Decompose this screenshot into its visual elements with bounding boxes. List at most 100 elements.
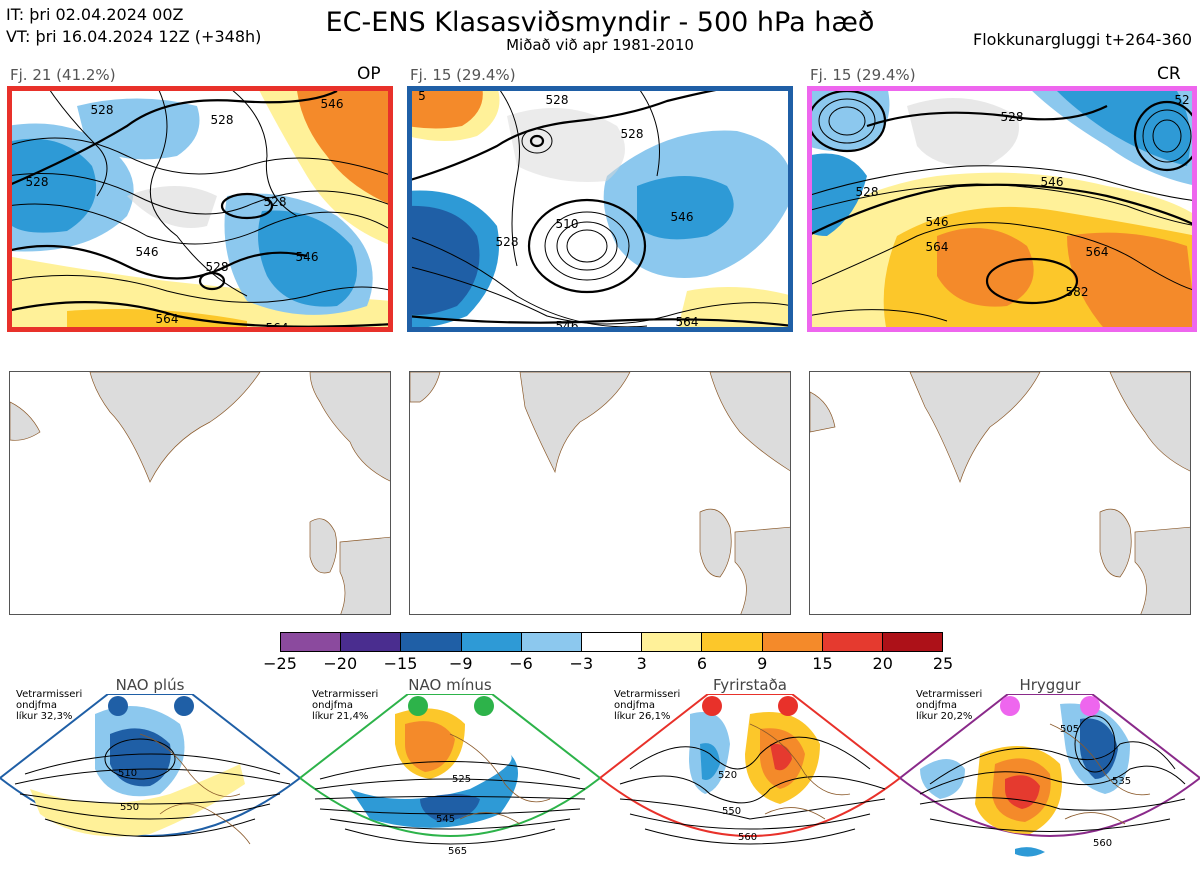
regime-title: Fyrirstaða — [713, 676, 787, 694]
regime-contour-label: 510 — [118, 768, 137, 779]
colorbar-tick: −3 — [569, 654, 594, 673]
colorbar-tick: 20 — [872, 654, 893, 673]
cluster-1-tag: OP — [357, 64, 381, 84]
regime-dot — [474, 696, 494, 716]
cluster-3-contour-label: 546 — [1041, 175, 1064, 189]
cluster-1-contour-label: 528 — [206, 260, 229, 274]
cluster-2-label: Fj. 15 (29.4%) — [410, 66, 516, 84]
colorbar-tick: 3 — [636, 654, 647, 673]
cluster-3-tag: CR — [1157, 64, 1181, 84]
cluster-1-contour-label: 546 — [296, 250, 319, 264]
empty-map-3 — [809, 371, 1191, 615]
cluster-3-contour-label: 546 — [926, 215, 949, 229]
regime-note: Vetrarmisseri ondjfma líkur 32,3% — [16, 689, 83, 722]
cluster-2-contour-label: 5 — [418, 89, 426, 103]
cluster-2-contour-label: 528 — [546, 93, 569, 107]
colorbar-swatch — [702, 633, 763, 651]
colorbar-swatch — [642, 633, 703, 651]
colorbar-tick: −6 — [509, 654, 533, 673]
regime-contour-label: 545 — [436, 814, 455, 825]
anomaly-colorbar — [280, 632, 943, 652]
cluster-3-contour-label: 564 — [1086, 245, 1109, 259]
colorbar-tick: −15 — [383, 654, 418, 673]
cluster-3-map: 528 546 546 564 582 564 528 52 — [807, 86, 1197, 332]
colorbar-swatch — [882, 633, 943, 651]
regime-dot — [1080, 696, 1100, 716]
colorbar-swatch — [461, 633, 522, 651]
colorbar-tick: 15 — [812, 654, 833, 673]
colorbar-ticks: −25 −20 −15 −9 −6 −3 3 6 9 15 20 25 — [263, 654, 953, 674]
cluster-1-contour-label: 546 — [136, 245, 159, 259]
colorbar-swatch — [581, 633, 643, 651]
colorbar-swatch — [281, 633, 342, 651]
regime-nao-minus: NAO mínus Vetrarmisseri ondjfma líkur 21… — [300, 676, 600, 871]
cluster-1-contour-label: 528 — [264, 195, 287, 209]
regime-dot — [1000, 696, 1020, 716]
colorbar-tick: −25 — [263, 654, 297, 673]
regime-title: NAO mínus — [408, 676, 492, 694]
cluster-2-contour-label: 528 — [496, 235, 519, 249]
cluster-1-contour-label: 528 — [211, 113, 234, 127]
colorbar-swatch — [341, 633, 402, 651]
initial-time: IT: þri 02.04.2024 00Z — [6, 5, 184, 24]
run-info: IT: þri 02.04.2024 00Z VT: þri 16.04.202… — [6, 4, 261, 48]
cluster-1-contour-label: 528 — [26, 175, 49, 189]
regime-contour-label: 520 — [718, 770, 737, 781]
cluster-3-contour-label: 528 — [1001, 110, 1024, 124]
regime-nao-plus: NAO plús Vetrarmisseri ondjfma líkur 32,… — [0, 676, 300, 871]
colorbar-tick: 25 — [932, 654, 954, 673]
cluster-1-contour-label: 528 — [91, 103, 114, 117]
regime-dot — [108, 696, 128, 716]
regime-title: NAO plús — [115, 676, 185, 694]
cluster-2-contour-label: 564 — [676, 315, 699, 329]
regime-contour-label: 525 — [452, 774, 471, 785]
empty-map-2 — [409, 371, 791, 615]
regime-dot — [702, 696, 722, 716]
colorbar-swatch — [762, 633, 823, 651]
regime-contour-label: 560 — [1093, 838, 1112, 849]
regime-contour-label: 560 — [738, 832, 757, 843]
cluster-2-contour-label: 546 — [671, 210, 694, 224]
colorbar-swatch — [822, 633, 883, 651]
valid-time: VT: þri 16.04.2024 12Z (+348h) — [6, 27, 262, 46]
cluster-3-contour-label: 528 — [856, 185, 879, 199]
regime-contour-label: 550 — [120, 802, 139, 813]
classification-window: Flokkunargluggi t+264-360 — [973, 30, 1192, 49]
colorbar-tick: 9 — [757, 654, 768, 673]
cluster-2-frame — [407, 86, 793, 332]
colorbar-swatch — [401, 633, 462, 651]
page-title: EC-ENS Klasasviðsmyndir - 500 hPa hæð — [325, 7, 875, 38]
cluster-3-frame — [807, 86, 1197, 332]
page-subtitle: Miðað við apr 1981-2010 — [506, 36, 694, 54]
regime-note: Vetrarmisseri ondjfma líkur 26,1% — [614, 689, 681, 722]
colorbar-tick: −9 — [449, 654, 473, 673]
regime-contour-label: 505 — [1060, 724, 1079, 735]
cluster-1-frame — [7, 86, 393, 332]
cluster-3-contour-label: 52 — [1174, 93, 1189, 107]
colorbar-tick: 6 — [696, 654, 708, 673]
empty-map-1 — [9, 371, 391, 615]
regime-ridge: Hryggur Vetrarmisseri ondjfma líkur 20,2… — [900, 676, 1200, 871]
regime-note: Vetrarmisseri ondjfma líkur 20,2% — [916, 689, 983, 722]
cluster-3-contour-label: 564 — [926, 240, 949, 254]
regime-note: Vetrarmisseri ondjfma líkur 21,4% — [312, 689, 379, 722]
cluster-3-label: Fj. 15 (29.4%) — [810, 66, 916, 84]
colorbar-swatch — [521, 633, 582, 651]
cluster-1-map: 528 528 546 528 528 546 546 564 564 528 — [7, 86, 393, 332]
cluster-2-map: 528 528 510 528 546 546 564 5 — [407, 86, 793, 332]
cluster-1-contour-label: 546 — [321, 97, 344, 111]
regime-dot — [408, 696, 428, 716]
cluster-1-label: Fj. 21 (41.2%) — [10, 66, 116, 84]
cluster-2-contour-label: 510 — [556, 217, 579, 231]
cluster-2-contour-label: 528 — [621, 127, 644, 141]
regime-contour-label: 565 — [448, 846, 467, 857]
cluster-1-contour-label: 564 — [266, 321, 289, 332]
cluster-3-contour-label: 582 — [1066, 285, 1089, 299]
regime-dot — [174, 696, 194, 716]
regime-contour-label: 550 — [722, 806, 741, 817]
cluster-1-contour-label: 564 — [156, 312, 179, 326]
colorbar-tick: −20 — [323, 654, 358, 673]
regime-contour-label: 535 — [1112, 776, 1131, 787]
regime-blocking: Fyrirstaða Vetrarmisseri ondjfma líkur 2… — [600, 676, 900, 871]
regime-dot — [778, 696, 798, 716]
